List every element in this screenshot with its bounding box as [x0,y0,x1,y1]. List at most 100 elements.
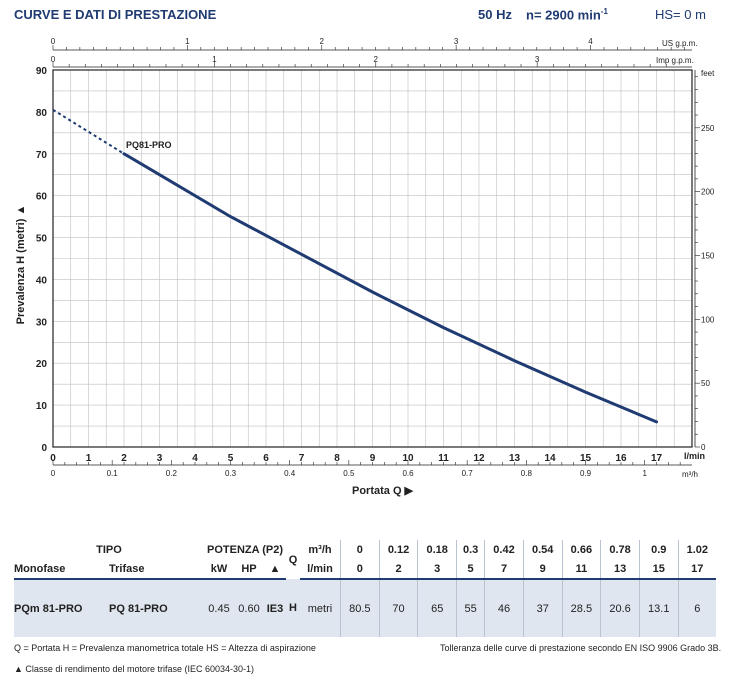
head-cell: 70 [378,579,418,637]
m3h-tick-label: 0.1 [107,469,119,478]
lmin-cell: 11 [561,559,601,580]
x-tick-label: 12 [473,453,485,464]
us-gpm-tick-label: 4 [588,37,593,46]
x-tick-label: 16 [615,453,627,464]
chart-labels: l/min m³/h US g.p.m. Imp g.p.m. feet Prevalen… [15,39,715,497]
ie-class: IE3 [264,579,286,637]
h-label: H [286,579,300,637]
lmin-cell: 7 [484,559,524,580]
head-cell: 20.6 [600,579,640,637]
x-tick-label: 11 [438,453,449,464]
feet-tick-label: 200 [701,188,715,197]
m3h-tick-label: 0.5 [343,469,355,478]
lmin-cell: 5 [456,559,485,580]
plot-frame [52,69,693,448]
page-title: CURVE E DATI DI PRESTAZIONE [14,7,217,22]
x-tick-label: 4 [192,453,198,464]
imp-gpm-tick-label: 2 [374,55,379,64]
us-gpm-unit-label: US g.p.m. [662,39,698,48]
m3h-tick-label: 0.8 [521,469,533,478]
lmin-cell: 17 [677,559,716,580]
lmin-cell: 2 [378,559,418,580]
th-q: Q [288,553,298,566]
th-monofase: Monofase [14,559,109,580]
th-kw: kW [204,559,234,580]
m3h-cell: 1.02 [677,540,716,559]
x-unit-label: l/min [684,451,705,461]
imp-gpm-tick-label: 1 [212,55,217,64]
m3h-cell: 0.9 [638,540,679,559]
head-cell: 65 [417,579,457,637]
x-tick-label: 13 [509,453,521,464]
us-gpm-tick-label: 1 [185,37,190,46]
th-potenza: POTENZA (P2) [207,543,283,556]
feet-tick-label: 250 [701,124,715,133]
x-axis-title: Portata Q ▶ [352,485,414,497]
m3h-tick-label: 0.6 [402,469,414,478]
legend-ie-class: ▲ Classe di rendimento del motore trifas… [14,664,255,674]
x-tick-label: 15 [580,453,592,464]
h-unit: metri [300,579,341,637]
th-m3h: m³/h [308,543,332,556]
x-tick-label: 9 [370,453,376,464]
m3h-unit-label: m³/h [682,470,698,479]
model-trifase: PQ 81-PRO [109,579,204,637]
table-row: PQm 81-PRO PQ 81-PRO 0.45 0.60 IE3 H met… [14,579,716,637]
m3h-cell: 0.42 [484,540,524,559]
x-tick-label: 7 [299,453,305,464]
imp-gpm-tick-label: 0 [51,55,56,64]
us-gpm-tick-label: 0 [51,37,56,46]
m3h-tick-label: 1 [642,469,647,478]
power-kw: 0.45 [204,579,234,637]
y-tick-label: 10 [36,401,48,412]
head-cell: 46 [484,579,524,637]
m3h-cell: 0.66 [561,540,601,559]
legend-definitions: Q = Portata H = Prevalenza manometrica t… [14,643,316,653]
th-lmin: l/min [300,559,341,580]
series-line-pq81-pro [122,152,658,424]
x-tick-label: 1 [86,453,92,464]
x-tick-label: 14 [544,453,556,464]
x-tick-label: 10 [402,453,414,464]
th-hp: HP [234,559,264,580]
y-tick-label: 50 [36,234,48,245]
m3h-tick-label: 0.7 [462,469,474,478]
chart-grid [52,69,693,448]
th-tipo: TIPO [96,543,122,556]
feet-tick-label: 0 [701,443,706,452]
m3h-cell: 0.18 [417,540,457,559]
y-tick-label: 70 [36,150,48,161]
m3h-cell: 0.78 [600,540,640,559]
lmin-cell: 15 [638,559,679,580]
y-axis-title: Prevalenza H (metri) ▲ [15,205,27,325]
frequency-label: 50 Hz [478,7,512,22]
feet-tick-label: 100 [701,315,715,324]
m3h-tick-label: 0.3 [225,469,237,478]
lmin-cell: 0 [340,559,380,580]
th-ie-icon: ▲ [264,559,286,580]
speed-label: n= 2900 min-1 [526,7,608,22]
power-hp: 0.60 [234,579,264,637]
m3h-tick-label: 0.4 [284,469,296,478]
performance-table: TIPO POTENZA (P2) Q m³/h 0 0.12 0.18 0.3… [14,540,716,637]
imp-gpm-unit-label: Imp g.p.m. [656,56,694,65]
chart-series [52,108,658,424]
speed-text: n= 2900 min [526,7,601,23]
imp-gpm-tick-label: 3 [535,55,540,64]
y-tick-label: 90 [36,66,48,77]
x-tick-label: 5 [228,453,234,464]
y-tick-label: 80 [36,108,48,119]
m3h-cell: 0.3 [456,540,485,559]
feet-unit-label: feet [701,69,715,78]
head-cell: 55 [456,579,485,637]
x-tick-label: 3 [157,453,163,464]
lmin-cell: 3 [417,559,457,580]
x-tick-label: 0 [50,453,56,464]
chart-axes [52,49,696,466]
y-tick-label: 20 [36,359,48,370]
x-tick-label: 8 [334,453,340,464]
m3h-cell: 0 [340,540,380,559]
head-cell: 80.5 [340,579,380,637]
